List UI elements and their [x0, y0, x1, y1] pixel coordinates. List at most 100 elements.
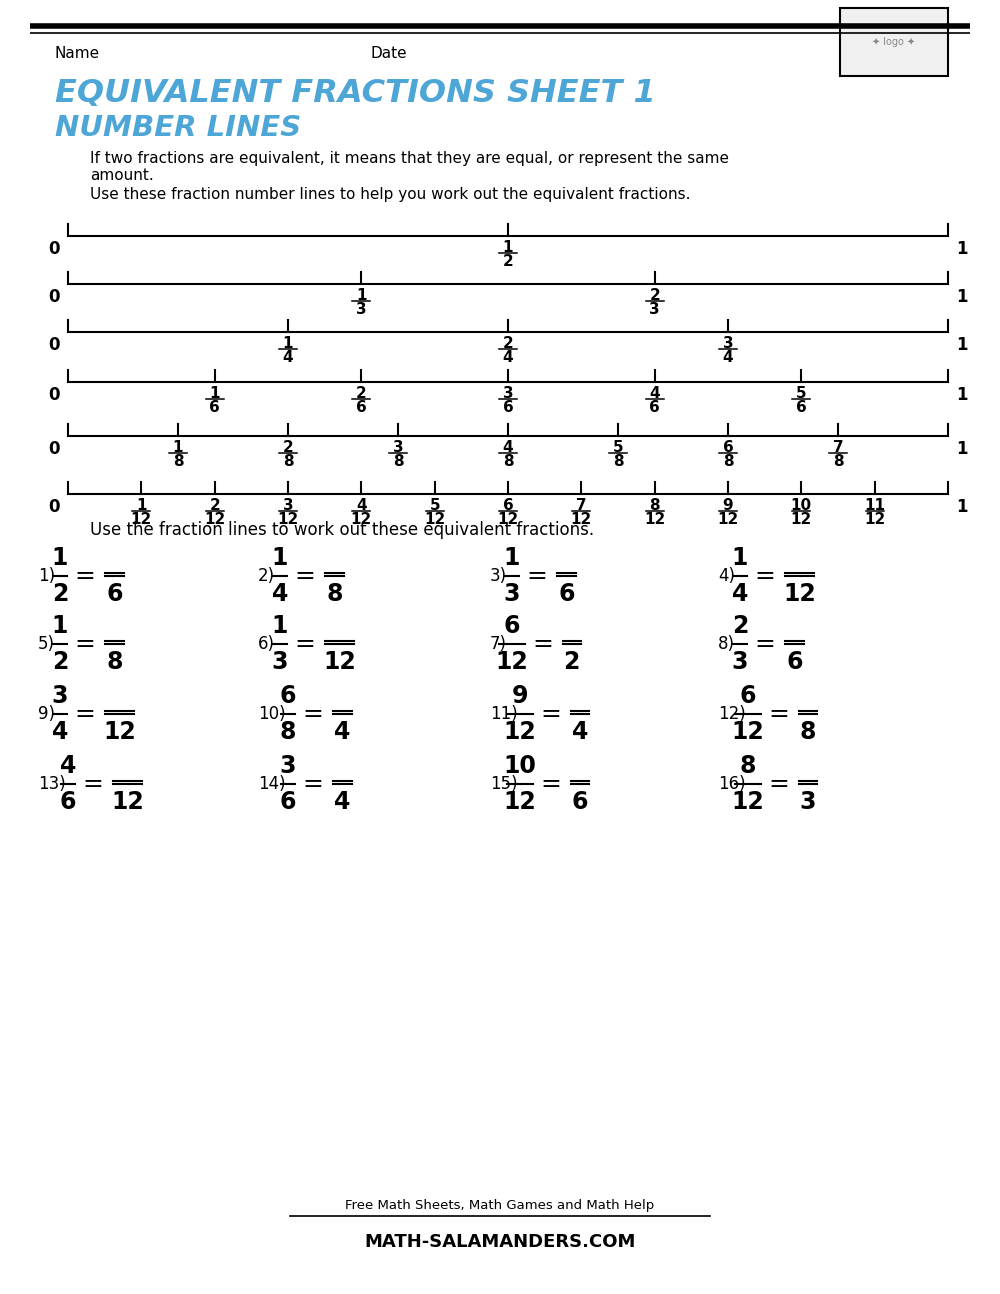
Text: 14): 14) [258, 775, 286, 793]
Text: 12: 12 [783, 582, 816, 606]
Text: 4: 4 [272, 582, 288, 606]
Text: 4: 4 [334, 719, 351, 744]
Text: 3: 3 [356, 302, 367, 317]
Text: 1: 1 [956, 239, 968, 258]
Text: =: = [532, 631, 553, 656]
Text: 7): 7) [490, 635, 507, 653]
Text: 12: 12 [791, 512, 812, 527]
Text: 4: 4 [283, 349, 293, 365]
Text: 4: 4 [732, 582, 748, 606]
Text: 3: 3 [52, 685, 68, 708]
Text: Date: Date [370, 47, 407, 62]
Text: =: = [527, 564, 548, 587]
Text: 2: 2 [503, 254, 513, 269]
Text: =: = [83, 773, 104, 796]
Text: 4: 4 [503, 440, 513, 455]
Text: =: = [295, 631, 316, 656]
Text: Free Math Sheets, Math Games and Math Help: Free Math Sheets, Math Games and Math He… [345, 1200, 655, 1212]
Text: 10): 10) [258, 705, 286, 723]
Text: 3: 3 [283, 498, 293, 512]
Text: 6: 6 [558, 582, 575, 606]
Text: 12: 12 [864, 512, 885, 527]
Text: 8: 8 [280, 719, 296, 744]
Text: 3: 3 [503, 386, 513, 401]
Text: =: = [295, 564, 316, 587]
Text: 12: 12 [644, 512, 665, 527]
Text: 2: 2 [356, 386, 367, 401]
Text: 6: 6 [503, 400, 513, 415]
Text: 8: 8 [740, 754, 756, 778]
Text: 16): 16) [718, 775, 746, 793]
Text: 2: 2 [52, 650, 68, 674]
Text: 6: 6 [356, 400, 367, 415]
Text: 10: 10 [504, 754, 536, 778]
Text: 6: 6 [740, 685, 756, 708]
Text: 4: 4 [52, 719, 68, 744]
Text: ✦ logo ✦: ✦ logo ✦ [872, 38, 916, 47]
Text: 3: 3 [280, 754, 296, 778]
Text: 4: 4 [334, 791, 351, 814]
Text: 0: 0 [48, 239, 60, 258]
Text: 0: 0 [48, 498, 60, 516]
Text: 2: 2 [503, 336, 513, 351]
Text: amount.: amount. [90, 168, 154, 184]
Text: 6: 6 [572, 791, 588, 814]
Text: 1): 1) [38, 567, 55, 585]
Text: 8: 8 [326, 582, 343, 606]
Text: 1: 1 [956, 336, 968, 355]
Text: 3): 3) [490, 567, 507, 585]
Text: 4: 4 [572, 719, 588, 744]
Text: 1: 1 [272, 613, 288, 638]
Text: 2: 2 [732, 613, 748, 638]
Text: 12: 12 [497, 512, 519, 527]
Text: 4: 4 [503, 349, 513, 365]
Text: 5: 5 [796, 386, 807, 401]
Text: 2: 2 [649, 289, 660, 303]
Text: 1: 1 [956, 386, 968, 404]
Text: NUMBER LINES: NUMBER LINES [55, 114, 301, 142]
Text: 6: 6 [106, 582, 123, 606]
Text: 12: 12 [717, 512, 739, 527]
Text: 6: 6 [280, 791, 296, 814]
Text: 12: 12 [111, 791, 144, 814]
Text: 2): 2) [258, 567, 275, 585]
Text: 12: 12 [424, 512, 445, 527]
Text: 1: 1 [52, 546, 68, 569]
Text: 1: 1 [956, 289, 968, 305]
Text: 4: 4 [60, 754, 76, 778]
Text: 12: 12 [131, 512, 152, 527]
Text: 12: 12 [103, 719, 136, 744]
Text: 8: 8 [723, 454, 733, 468]
Text: 6: 6 [280, 685, 296, 708]
FancyBboxPatch shape [840, 8, 948, 76]
Text: 6: 6 [649, 400, 660, 415]
Text: 12: 12 [277, 512, 299, 527]
Text: 1: 1 [956, 498, 968, 516]
Text: 3: 3 [723, 336, 733, 351]
Text: 8: 8 [613, 454, 623, 468]
Text: 8): 8) [718, 635, 735, 653]
Text: 12: 12 [323, 650, 356, 674]
Text: 1: 1 [283, 336, 293, 351]
Text: =: = [75, 631, 96, 656]
Text: 3: 3 [649, 302, 660, 317]
Text: 9: 9 [512, 685, 528, 708]
Text: 6: 6 [796, 400, 807, 415]
Text: 5: 5 [429, 498, 440, 512]
Text: 8: 8 [833, 454, 843, 468]
Text: 8: 8 [106, 650, 123, 674]
Text: 15): 15) [490, 775, 518, 793]
Text: 6): 6) [258, 635, 275, 653]
Text: 1: 1 [272, 546, 288, 569]
Text: 13): 13) [38, 775, 66, 793]
Text: 12: 12 [496, 650, 528, 674]
Text: =: = [303, 703, 324, 726]
Text: 4): 4) [718, 567, 735, 585]
Text: 1: 1 [356, 289, 367, 303]
Text: 9): 9) [38, 705, 55, 723]
Text: 8: 8 [173, 454, 183, 468]
Text: 4: 4 [649, 386, 660, 401]
Text: 12: 12 [504, 719, 536, 744]
Text: 3: 3 [393, 440, 403, 455]
Text: 3: 3 [800, 791, 816, 814]
